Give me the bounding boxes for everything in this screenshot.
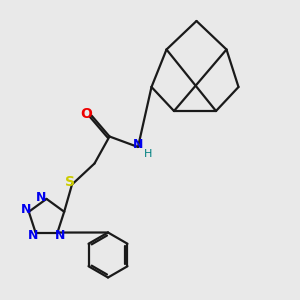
Text: N: N [21, 202, 31, 216]
Text: O: O [80, 107, 92, 121]
Text: N: N [36, 191, 46, 204]
Text: N: N [55, 229, 65, 242]
Text: N: N [133, 138, 143, 151]
Text: N: N [28, 229, 38, 242]
Text: H: H [144, 148, 153, 159]
Text: S: S [65, 175, 76, 188]
